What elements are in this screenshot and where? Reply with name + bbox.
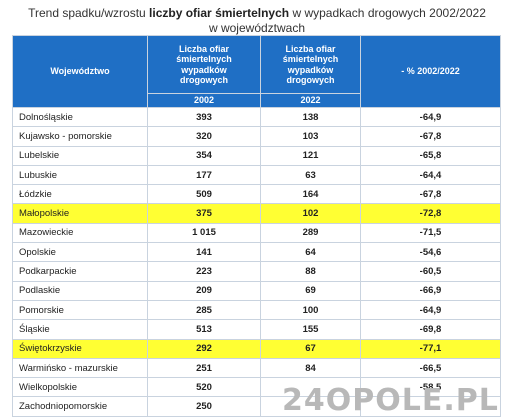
header-2002-year: 2002 — [147, 93, 261, 108]
cell-2022: 84 — [260, 357, 361, 379]
cell-region: Pomorskie — [12, 299, 148, 321]
header-2022-label: Liczba ofiar śmiertelnych wypadków drogo… — [260, 35, 361, 94]
table-row: Śląskie 513 155 -69,8 — [12, 319, 501, 340]
cell-2002: 1 015 — [147, 222, 261, 244]
cell-2002: 251 — [147, 357, 261, 379]
table-row: Wielkopolskie 520 -58,5 — [12, 377, 501, 398]
cell-2022 — [260, 396, 361, 417]
cell-2022: 103 — [260, 126, 361, 147]
cell-pct: -66,9 — [360, 280, 501, 301]
cell-pct: -72,8 — [360, 203, 501, 224]
cell-pct: -64,9 — [360, 106, 501, 128]
cell-region: Dolnośląskie — [12, 106, 148, 128]
data-table: Województwo Liczba ofiar śmiertelnych wy… — [12, 35, 501, 417]
cell-2002: 393 — [147, 106, 261, 128]
cell-region: Zachodniopomorskie — [12, 396, 148, 417]
table-body: Dolnośląskie 393 138 -64,9 Kujawsko - pomors… — [12, 106, 501, 417]
cell-2022: 64 — [260, 242, 361, 263]
cell-2022: 102 — [260, 203, 361, 224]
cell-region: Podkarpackie — [12, 261, 148, 282]
table-row: Małopolskie 375 102 -72,8 — [12, 203, 501, 224]
cell-region: Opolskie — [12, 242, 148, 263]
table-row: Zachodniopomorskie 250 — [12, 396, 501, 417]
title-part1: Trend spadku/wzrostu — [28, 6, 150, 20]
cell-2022: 164 — [260, 184, 361, 205]
cell-pct: -66,5 — [360, 357, 501, 379]
cell-2002: 285 — [147, 299, 261, 321]
cell-2002: 209 — [147, 280, 261, 301]
table-row: Warmińsko - mazurskie 251 84 -66,5 — [12, 357, 501, 379]
header-region: Województwo — [12, 35, 148, 108]
cell-region: Podlaskie — [12, 280, 148, 301]
table-row: Lubelskie 354 121 -65,8 — [12, 145, 501, 166]
table-row: Mazowieckie 1 015 289 -71,5 — [12, 222, 501, 244]
cell-2022: 289 — [260, 222, 361, 244]
table-row: Kujawsko - pomorskie 320 103 -67,8 — [12, 126, 501, 147]
cell-region: Kujawsko - pomorskie — [12, 126, 148, 147]
cell-region: Świętokrzyskie — [12, 338, 148, 359]
cell-2002: 513 — [147, 319, 261, 340]
cell-2002: 250 — [147, 396, 261, 417]
cell-region: Małopolskie — [12, 203, 148, 224]
cell-2022: 63 — [260, 164, 361, 186]
cell-2002: 509 — [147, 184, 261, 205]
cell-2002: 177 — [147, 164, 261, 186]
table-row: Łódzkie 509 164 -67,8 — [12, 184, 501, 205]
cell-pct: -64,9 — [360, 299, 501, 321]
cell-region: Łódzkie — [12, 184, 148, 205]
cell-2002: 141 — [147, 242, 261, 263]
cell-pct: -69,8 — [360, 319, 501, 340]
cell-pct: -60,5 — [360, 261, 501, 282]
header-pct: - % 2002/2022 — [360, 35, 501, 108]
cell-2022: 155 — [260, 319, 361, 340]
table-row: Opolskie 141 64 -54,6 — [12, 242, 501, 263]
cell-2022: 69 — [260, 280, 361, 301]
header-2002-label: Liczba ofiar śmiertelnych wypadków drogo… — [147, 35, 261, 94]
cell-2022: 138 — [260, 106, 361, 128]
cell-region: Lubelskie — [12, 145, 148, 166]
cell-region: Lubuskie — [12, 164, 148, 186]
cell-region: Wielkopolskie — [12, 377, 148, 398]
cell-2002: 375 — [147, 203, 261, 224]
cell-pct: -67,8 — [360, 126, 501, 147]
table-row: Podkarpackie 223 88 -60,5 — [12, 261, 501, 282]
cell-pct — [360, 396, 501, 417]
table-title: Trend spadku/wzrostu liczby ofiar śmiert… — [0, 6, 514, 36]
cell-region: Mazowieckie — [12, 222, 148, 244]
title-line2: w województwach — [208, 21, 306, 35]
cell-2022: 121 — [260, 145, 361, 166]
table-row: Lubuskie 177 63 -64,4 — [12, 164, 501, 186]
cell-2022: 88 — [260, 261, 361, 282]
cell-2002: 292 — [147, 338, 261, 359]
header-2022-year: 2022 — [260, 93, 361, 108]
cell-pct: -67,8 — [360, 184, 501, 205]
title-bold: liczby ofiar śmiertelnych — [149, 6, 290, 20]
cell-2002: 223 — [147, 261, 261, 282]
cell-2002: 520 — [147, 377, 261, 398]
cell-pct: -71,5 — [360, 222, 501, 244]
cell-region: Śląskie — [12, 319, 148, 340]
cell-pct: -77,1 — [360, 338, 501, 359]
cell-pct: -58,5 — [360, 377, 501, 398]
title-part2: w wypadkach drogowych 2002/2022 — [289, 6, 486, 20]
cell-2002: 354 — [147, 145, 261, 166]
cell-2022 — [260, 377, 361, 398]
table-row: Podlaskie 209 69 -66,9 — [12, 280, 501, 301]
cell-pct: -64,4 — [360, 164, 501, 186]
cell-pct: -54,6 — [360, 242, 501, 263]
table-row: Dolnośląskie 393 138 -64,9 — [12, 106, 501, 128]
table-row: Pomorskie 285 100 -64,9 — [12, 299, 501, 321]
table-row: Świętokrzyskie 292 67 -77,1 — [12, 338, 501, 359]
cell-2002: 320 — [147, 126, 261, 147]
cell-pct: -65,8 — [360, 145, 501, 166]
cell-2022: 67 — [260, 338, 361, 359]
cell-2022: 100 — [260, 299, 361, 321]
cell-region: Warmińsko - mazurskie — [12, 357, 148, 379]
